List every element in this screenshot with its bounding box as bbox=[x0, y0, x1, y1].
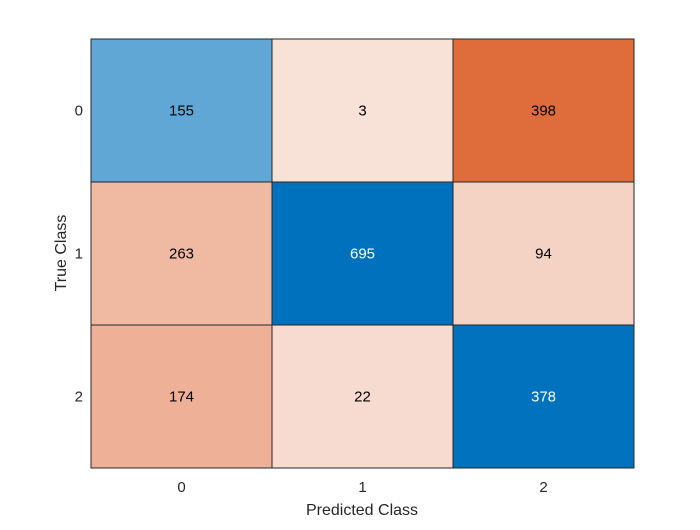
x-axis-label: Predicted Class bbox=[306, 502, 418, 519]
x-tick-label-1: 1 bbox=[358, 479, 366, 496]
y-tick-label-2: 2 bbox=[75, 389, 83, 406]
x-tick-labels: 0 1 2 bbox=[177, 479, 547, 496]
x-tick-label-2: 2 bbox=[539, 479, 547, 496]
heatmap-cell-r0-c2 bbox=[452, 38, 635, 183]
y-tick-labels: 0 1 2 bbox=[75, 103, 83, 406]
y-axis-label: True Class bbox=[53, 215, 70, 292]
heatmap-cell-r1-c0 bbox=[90, 181, 273, 326]
heatmap-cell-r1-c2 bbox=[452, 181, 635, 326]
heatmap-cell-r0-c1 bbox=[271, 38, 454, 183]
cell-value-r0-c0: 155 bbox=[169, 103, 194, 120]
cell-value-r2-c2: 378 bbox=[531, 389, 556, 406]
heatmap-cell-labels: 155 3 398 263 695 94 174 22 378 bbox=[169, 103, 556, 406]
heatmap-cells bbox=[90, 38, 635, 469]
heatmap-cell-r2-c0 bbox=[90, 324, 273, 469]
cell-value-r2-c0: 174 bbox=[169, 389, 194, 406]
heatmap-cell-r0-c0 bbox=[90, 38, 273, 183]
cell-value-r0-c2: 398 bbox=[531, 103, 556, 120]
cell-value-r1-c0: 263 bbox=[169, 246, 194, 263]
cell-value-r1-c1: 695 bbox=[350, 246, 375, 263]
cell-value-r1-c2: 94 bbox=[535, 246, 552, 263]
y-tick-label-0: 0 bbox=[75, 103, 83, 120]
x-tick-label-0: 0 bbox=[177, 479, 185, 496]
heatmap-cell-r2-c2 bbox=[452, 324, 635, 469]
heatmap-cell-r1-c1 bbox=[271, 181, 454, 326]
y-tick-label-1: 1 bbox=[75, 246, 83, 263]
heatmap-cell-r2-c1 bbox=[271, 324, 454, 469]
cell-value-r0-c1: 3 bbox=[358, 103, 366, 120]
cell-value-r2-c1: 22 bbox=[354, 389, 371, 406]
